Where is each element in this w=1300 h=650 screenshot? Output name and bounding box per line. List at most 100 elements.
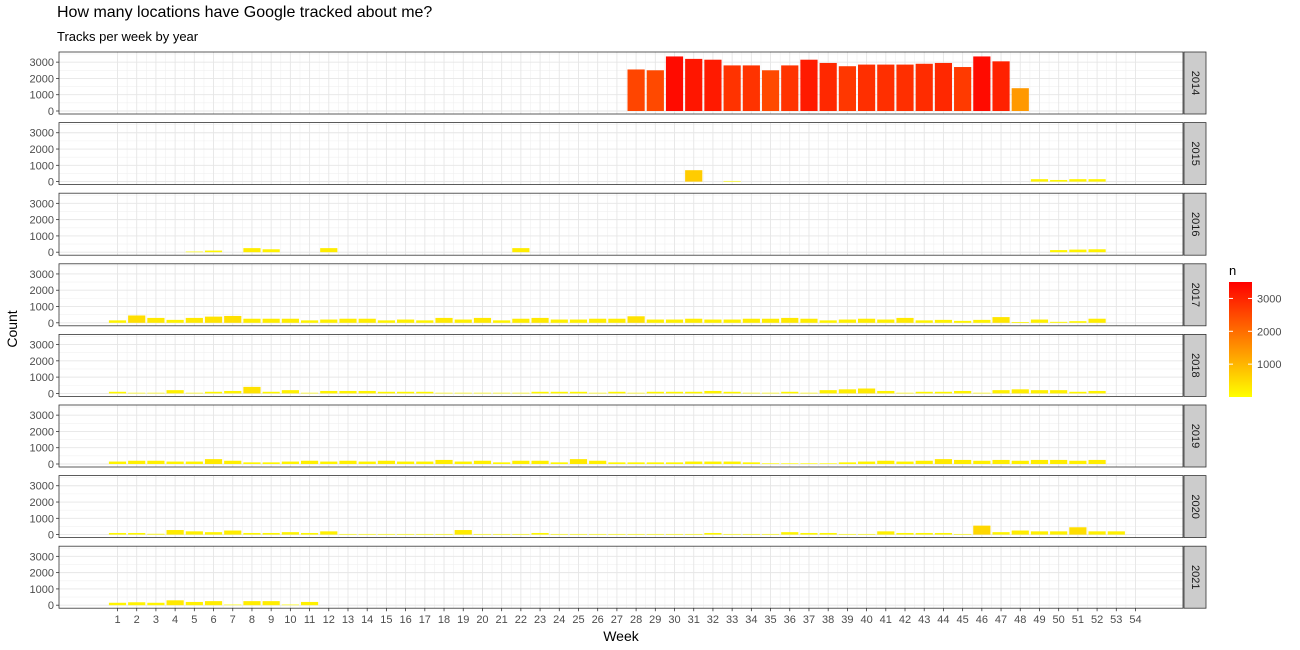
bar — [704, 532, 722, 535]
x-tick-label: 28 — [630, 614, 642, 626]
bar — [973, 392, 991, 394]
bar — [550, 533, 568, 535]
bar — [1050, 459, 1068, 464]
x-tick-label: 2 — [134, 614, 140, 626]
bar — [627, 69, 645, 111]
bar — [761, 463, 780, 464]
y-tick-label: 1000 — [30, 584, 54, 596]
bar — [435, 459, 453, 464]
legend-tick-label: 3000 — [1257, 293, 1281, 305]
bar — [569, 459, 588, 464]
bar — [454, 530, 472, 535]
bar — [627, 533, 645, 535]
facet-strip — [1183, 475, 1207, 539]
bar — [934, 459, 953, 464]
bar — [685, 461, 703, 464]
bar — [185, 392, 203, 394]
y-tick-label: 1000 — [30, 231, 54, 243]
bar — [723, 391, 741, 394]
bar — [416, 320, 434, 323]
bar — [704, 390, 722, 394]
panel-grid — [59, 334, 1183, 397]
y-tick-label: 3000 — [30, 128, 54, 140]
facet-strip — [1183, 404, 1207, 468]
y-axis-2019: 0 1000 2000 3000 — [30, 410, 59, 471]
y-tick-label: 2000 — [30, 356, 54, 368]
bar — [435, 533, 453, 535]
bar — [166, 390, 184, 394]
bar — [954, 459, 972, 464]
bar — [685, 391, 703, 394]
panel-border — [58, 475, 1184, 539]
bar — [166, 461, 184, 464]
y-tick-label: 1000 — [30, 513, 54, 525]
x-tick-label: 6 — [210, 614, 216, 626]
bar — [204, 532, 223, 535]
y-tick-label: 0 — [48, 177, 54, 189]
bar — [781, 317, 799, 323]
x-tick-label: 45 — [957, 614, 969, 626]
bar — [800, 392, 818, 394]
bar — [608, 318, 626, 323]
y-axis-2021: 0 1000 2000 3000 — [30, 551, 59, 612]
bar — [224, 604, 242, 606]
facet-strip-label: 2014 — [1189, 71, 1201, 95]
bar — [1030, 319, 1049, 323]
bar — [128, 602, 146, 606]
bar — [589, 392, 607, 394]
bar — [262, 601, 280, 606]
bar — [262, 462, 280, 464]
bars-2021 — [108, 600, 319, 606]
x-axis-title: Week — [603, 628, 640, 644]
bar — [108, 320, 127, 323]
y-tick-label: 0 — [48, 318, 54, 330]
bar — [915, 391, 933, 394]
bar — [262, 318, 280, 323]
bar — [377, 460, 396, 464]
bar — [800, 463, 818, 464]
bar — [281, 604, 299, 606]
x-tick-label: 21 — [496, 614, 508, 626]
panel-border — [58, 263, 1184, 327]
bar — [627, 392, 645, 394]
bar — [435, 392, 453, 394]
bar — [358, 461, 376, 464]
bar — [358, 533, 376, 535]
facet-strip — [1183, 263, 1207, 327]
bar — [704, 461, 722, 464]
bars-2019 — [108, 459, 1106, 464]
x-tick-label: 39 — [841, 614, 853, 626]
bar — [300, 320, 319, 323]
bar — [1069, 249, 1087, 253]
panel-grid — [59, 193, 1183, 256]
x-tick-label: 44 — [937, 614, 949, 626]
bar — [896, 461, 914, 464]
bar — [819, 463, 837, 464]
y-tick-label: 0 — [48, 459, 54, 471]
bar — [185, 251, 203, 253]
bar — [819, 62, 837, 111]
bar — [550, 462, 568, 464]
bar — [954, 390, 972, 394]
x-tick-label: 3 — [153, 614, 159, 626]
bar — [857, 461, 876, 464]
bar — [1050, 321, 1068, 323]
x-tick-label: 5 — [191, 614, 197, 626]
y-tick-label: 3000 — [30, 551, 54, 563]
x-tick-label: 53 — [1110, 614, 1122, 626]
bar — [512, 392, 530, 394]
bar — [896, 392, 914, 394]
x-tick-label: 54 — [1129, 614, 1141, 626]
y-tick-label: 0 — [48, 106, 54, 118]
bar — [934, 62, 953, 111]
x-tick-label: 40 — [860, 614, 872, 626]
bar — [1030, 390, 1049, 394]
bar — [473, 317, 492, 323]
bar — [934, 319, 953, 323]
bar — [300, 392, 319, 394]
bar — [339, 533, 357, 535]
bar — [1069, 321, 1087, 323]
x-tick-label: 32 — [707, 614, 719, 626]
bar — [608, 391, 626, 394]
x-tick-label: 18 — [438, 614, 450, 626]
